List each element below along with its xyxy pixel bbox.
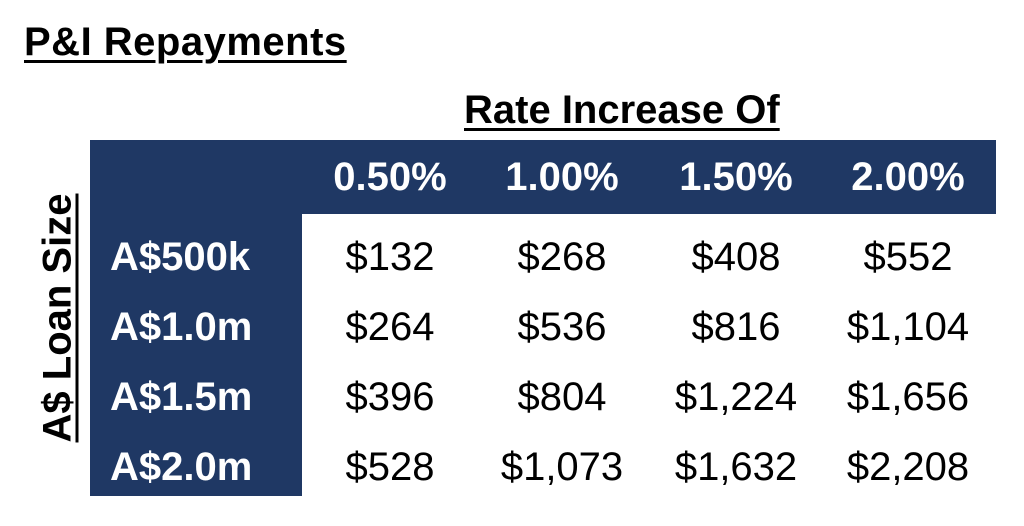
table-cell: $1,656: [846, 375, 970, 419]
table-cell: $528: [345, 445, 435, 489]
table-cell: $1,224: [674, 375, 798, 419]
table-cell: $132: [345, 235, 435, 279]
column-label: 1.00%: [505, 155, 619, 199]
page-title: P&I Repayments: [24, 20, 347, 64]
table-cell: $268: [517, 235, 607, 279]
column-label: 1.50%: [679, 155, 793, 199]
table-cell: $804: [517, 375, 607, 419]
row-label: A$1.5m: [110, 375, 253, 419]
table-cell: $408: [691, 235, 781, 279]
table-cell: $2,208: [846, 445, 970, 489]
row-label: A$1.0m: [110, 305, 253, 349]
row-header-title: A$ Loan Size: [35, 193, 80, 443]
table-cell: $552: [863, 235, 953, 279]
table-cell: $1,632: [674, 445, 798, 489]
row-header-band: [90, 140, 302, 496]
table-cell: $816: [691, 305, 781, 349]
column-label: 2.00%: [851, 155, 965, 199]
column-label: 0.50%: [333, 155, 447, 199]
table-cell: $1,073: [500, 445, 624, 489]
table-cell: $1,104: [846, 305, 970, 349]
row-label: A$500k: [110, 235, 251, 279]
table-cell: $536: [517, 305, 607, 349]
table-cell: $396: [345, 375, 435, 419]
row-label: A$2.0m: [110, 445, 253, 489]
table-cell: $264: [345, 305, 435, 349]
column-header-title: Rate Increase Of: [464, 88, 780, 132]
